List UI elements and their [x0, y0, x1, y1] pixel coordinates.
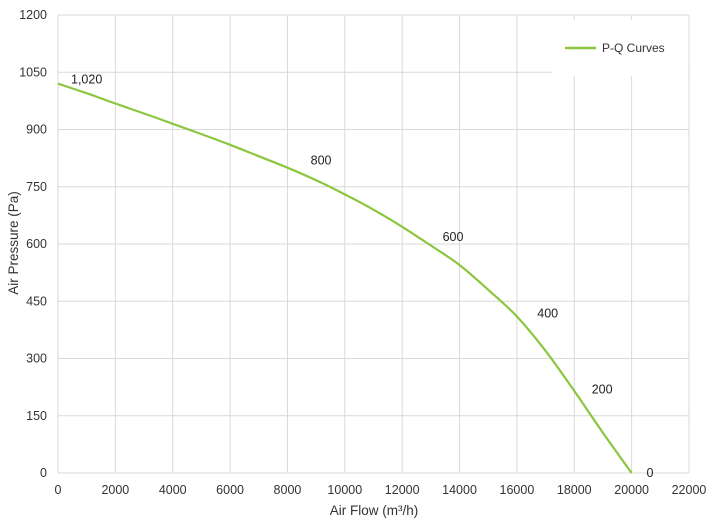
data-label: 0	[647, 466, 654, 480]
y-axis-ticks: 0 150 300 450 600 750 900 1050 1200	[19, 8, 47, 480]
data-labels: 1,020 800 600 400 200 0	[71, 73, 654, 480]
series-layer	[57, 82, 633, 474]
y-tick-label: 450	[26, 294, 47, 308]
y-tick-label: 750	[26, 180, 47, 194]
y-tick-label: 0	[40, 466, 47, 480]
x-axis-title: Air Flow (m³/h)	[330, 503, 419, 518]
x-tick-label: 2000	[101, 483, 129, 497]
data-label: 200	[592, 383, 613, 397]
x-tick-label: 22000	[672, 483, 707, 497]
x-tick-label: 18000	[557, 483, 592, 497]
x-axis-ticks: 0 2000 4000 6000 8000 10000 12000 14000 16000 180…	[55, 483, 707, 497]
x-tick-label: 0	[55, 483, 62, 497]
x-tick-label: 20000	[614, 483, 649, 497]
x-tick-label: 4000	[159, 483, 187, 497]
legend-label: P-Q Curves	[602, 41, 665, 55]
data-label: 1,020	[71, 73, 102, 87]
y-tick-label: 900	[26, 123, 47, 137]
y-tick-label: 300	[26, 352, 47, 366]
y-tick-label: 150	[26, 409, 47, 423]
x-tick-label: 14000	[442, 483, 477, 497]
data-label: 600	[443, 230, 464, 244]
y-axis-title: Air Pressure (Pa)	[6, 191, 21, 295]
x-tick-label: 8000	[274, 483, 302, 497]
legend: P-Q Curves	[552, 20, 688, 76]
series-line-pq-curves	[57, 82, 633, 474]
x-tick-label: 10000	[327, 483, 362, 497]
y-tick-label: 1050	[19, 65, 47, 79]
x-tick-label: 12000	[385, 483, 420, 497]
grid	[57, 14, 690, 474]
x-tick-label: 6000	[216, 483, 244, 497]
y-tick-label: 1200	[19, 8, 47, 22]
y-tick-label: 600	[26, 237, 47, 251]
data-label: 400	[537, 306, 558, 320]
x-tick-label: 16000	[500, 483, 535, 497]
data-label: 800	[311, 154, 332, 168]
